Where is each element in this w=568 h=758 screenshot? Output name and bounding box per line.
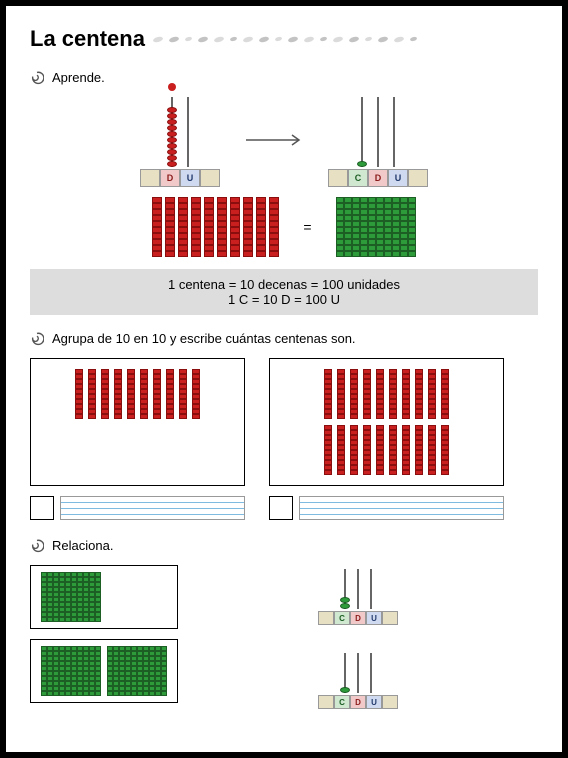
relaciona-right: CDU CDU [318,569,398,709]
equivalence-box: 1 centena = 10 decenas = 100 unidades 1 … [30,269,538,315]
abacus-base: D U [140,169,220,187]
section-relaciona-label: Relaciona. [52,538,113,553]
abacus-left: D U [140,97,220,187]
bullet-icon [30,539,44,553]
relaciona-block-box [30,639,178,703]
relaciona-abacus: CDU [318,653,398,709]
rod-d [377,97,379,167]
title-row: La centena [30,26,538,52]
bullet-icon [30,71,44,85]
top-bead-icon [168,83,176,91]
aprende-abacus-row: D U C D U [30,97,538,187]
abacus-right: C D U [328,97,428,187]
equivalence-line2: 1 C = 10 D = 100 U [42,292,526,307]
answer-group-1 [30,496,245,520]
decorative-dots [153,34,538,44]
rod-u [187,97,189,167]
aprende-blocks-row: = [30,197,538,257]
equivalence-line1: 1 centena = 10 decenas = 100 unidades [42,277,526,292]
rod-d [171,97,173,167]
base-label-u: U [180,169,200,187]
section-relaciona-header: Relaciona. [30,538,538,553]
relaciona-block-box [30,565,178,629]
rod-u [393,97,395,167]
arrow-icon [244,132,304,153]
relaciona-abacus: CDU [318,569,398,625]
abacus-base: C D U [328,169,428,187]
section-agrupa-header: Agrupa de 10 en 10 y escribe cuántas cen… [30,331,538,346]
relaciona-left [30,565,178,703]
base-label-d: D [368,169,388,187]
answer-square[interactable] [269,496,293,520]
base-label-u: U [388,169,408,187]
relaciona-row: CDU CDU [30,565,538,709]
section-agrupa-label: Agrupa de 10 en 10 y escribe cuántas cen… [52,331,356,346]
base-label-c: C [348,169,368,187]
base-label-d: D [160,169,180,187]
exercise-box-2 [269,358,504,486]
hundred-block [336,197,416,257]
section-aprende-header: Aprende. [30,70,538,85]
ten-sticks-group [152,197,279,257]
exercise-boxes [30,358,538,486]
bullet-icon [30,332,44,346]
answer-lines[interactable] [299,496,504,520]
answer-group-2 [269,496,504,520]
exercise-box-1 [30,358,245,486]
section-aprende-label: Aprende. [52,70,105,85]
answer-square[interactable] [30,496,54,520]
page-title: La centena [30,26,145,52]
answer-row [30,496,538,520]
answer-lines[interactable] [60,496,245,520]
rod-c [361,97,363,167]
equals-sign: = [303,219,311,235]
